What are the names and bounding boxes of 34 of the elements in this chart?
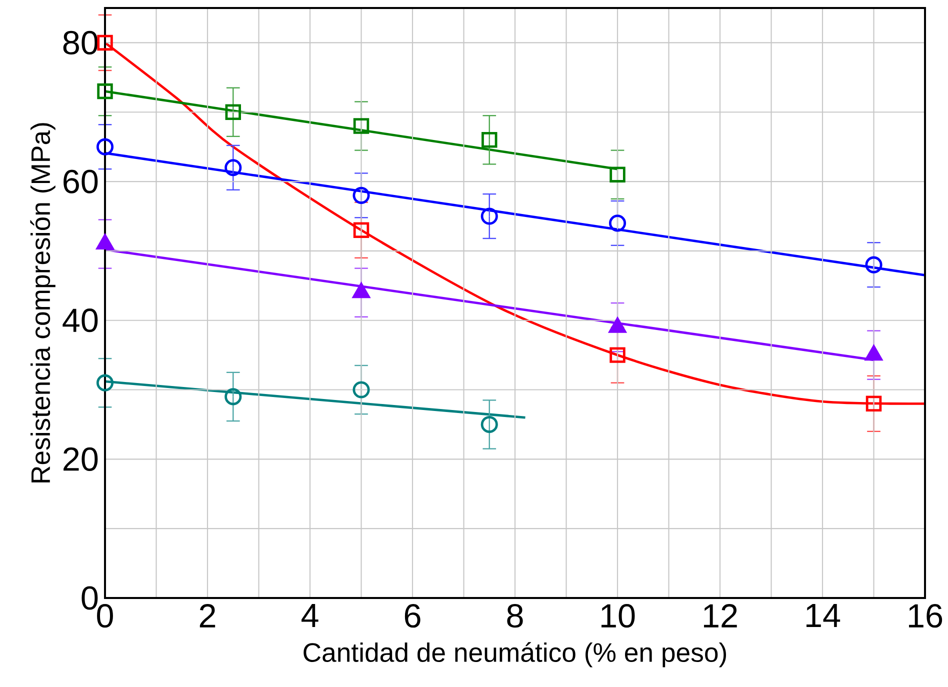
point xyxy=(352,381,370,398)
y-tick-label: 60 xyxy=(64,170,98,194)
point xyxy=(482,132,498,148)
point xyxy=(610,166,626,182)
point xyxy=(353,222,370,238)
x-tick-label: 10 xyxy=(602,604,635,628)
x-tick-label: 8 xyxy=(507,604,523,628)
point xyxy=(352,186,370,204)
x-axis-title: Cantidad de neumático (% en peso) xyxy=(304,642,726,668)
point xyxy=(480,208,498,225)
point xyxy=(480,416,498,434)
y-axis-title: Resistencia compresión (MPa) xyxy=(30,123,56,482)
x-tick-label: 14 xyxy=(806,604,840,627)
x-tick-label: 12 xyxy=(704,604,737,628)
point xyxy=(224,159,242,176)
point xyxy=(97,83,113,100)
x-tick-label: 2 xyxy=(200,604,216,628)
x-tick-label: 16 xyxy=(909,604,942,628)
point xyxy=(225,104,241,120)
y-tick-label: 0 xyxy=(82,586,98,610)
point xyxy=(97,34,113,51)
point xyxy=(96,374,114,392)
point xyxy=(866,396,882,412)
x-tick-label: 0 xyxy=(97,604,113,628)
point xyxy=(610,347,626,363)
point xyxy=(224,388,242,406)
x-tick-label: 6 xyxy=(404,604,420,628)
x-tick-label: 4 xyxy=(302,604,318,627)
point xyxy=(865,256,882,274)
y-tick-label: 40 xyxy=(62,308,98,332)
y-tick-label: 20 xyxy=(64,447,98,471)
point xyxy=(608,214,626,232)
point xyxy=(96,138,114,156)
point xyxy=(353,118,370,134)
